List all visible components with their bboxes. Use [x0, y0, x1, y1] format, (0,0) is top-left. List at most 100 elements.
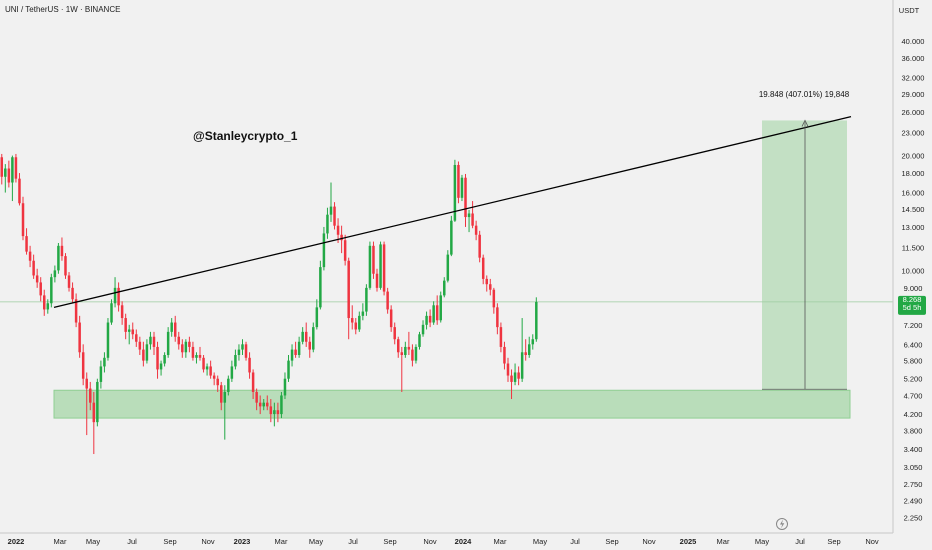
candle-body	[103, 357, 106, 367]
candle-body	[198, 355, 202, 358]
candle	[191, 341, 195, 361]
candle-body	[99, 366, 103, 382]
candle-body	[78, 322, 81, 353]
lightning-icon[interactable]	[776, 518, 788, 530]
candle	[212, 372, 216, 386]
author-watermark: @Stanleycrypto_1	[193, 129, 298, 143]
candle-body	[379, 244, 382, 288]
candle-body	[11, 157, 14, 183]
candle	[237, 344, 241, 361]
price-tick-label: 4.200	[904, 410, 923, 419]
candle	[124, 313, 127, 340]
candle-body	[527, 344, 531, 356]
candle-body	[67, 275, 71, 288]
candle-body	[177, 336, 181, 345]
candle-body	[326, 214, 329, 234]
candle-body	[485, 278, 488, 285]
candle-body	[404, 346, 407, 356]
time-tick-label: Sep	[163, 537, 176, 546]
candle-body	[96, 381, 99, 423]
candle-body	[241, 344, 244, 350]
candle	[152, 331, 156, 356]
price-tick-label: 18.000	[902, 169, 925, 178]
candle-body	[443, 280, 446, 296]
candle-body	[510, 375, 513, 382]
candle-body	[230, 366, 234, 379]
price-tick-label: 2.750	[904, 480, 923, 489]
candle	[216, 375, 219, 392]
price-tick-label: 10.000	[902, 266, 925, 275]
price-axis[interactable]: 40.000 36.000 32.000 29.000 26.000 23.000 20.0…	[902, 37, 925, 523]
candle	[159, 360, 163, 376]
candle-body	[248, 357, 251, 373]
time-tick-label: Nov	[865, 537, 879, 546]
candle	[382, 241, 386, 296]
drawings-layer	[53, 116, 852, 390]
candle	[142, 341, 145, 367]
candle	[156, 341, 159, 379]
candle-body	[312, 327, 315, 350]
candle-body	[496, 307, 499, 328]
candle	[273, 402, 276, 427]
candle	[71, 282, 74, 304]
price-tick-label: 40.000	[902, 37, 925, 46]
candle	[350, 305, 354, 330]
candle-body	[535, 301, 538, 340]
candle	[308, 336, 311, 358]
candle-body	[489, 284, 492, 290]
candle-body	[372, 245, 375, 274]
candle-body	[301, 331, 304, 342]
candle	[266, 395, 269, 411]
candles-layer	[0, 153, 538, 455]
candle	[464, 173, 467, 227]
candle-body	[149, 336, 152, 345]
candle-body	[474, 225, 478, 235]
candle	[177, 331, 181, 350]
candle	[230, 360, 234, 382]
candle-body	[315, 307, 319, 328]
candle	[85, 372, 88, 436]
candle-body	[290, 349, 294, 361]
candle-body	[209, 366, 212, 376]
candle	[343, 234, 347, 266]
candle	[64, 253, 67, 279]
candle-body	[457, 164, 460, 198]
candle-body	[50, 277, 53, 304]
candle-body	[471, 213, 474, 226]
candle	[241, 339, 244, 356]
candle-body	[283, 378, 287, 396]
candle-body	[202, 357, 205, 370]
candle-body	[397, 339, 400, 353]
time-tick-label: Nov	[642, 537, 656, 546]
candle	[499, 322, 503, 353]
candle-body	[138, 341, 142, 350]
candle-body	[89, 388, 92, 403]
time-axis[interactable]: 2022 Mar May Jul Sep Nov 2023 Mar May Jul Sep Nov 20…	[8, 537, 879, 546]
candle-body	[152, 336, 156, 347]
candle	[170, 318, 173, 337]
candle-body	[74, 299, 78, 323]
candle-body	[25, 236, 28, 252]
trendline[interactable]	[53, 116, 852, 308]
candle-body	[333, 206, 336, 226]
candle	[506, 357, 510, 382]
candle	[460, 174, 464, 202]
candle	[283, 372, 287, 400]
candle-body	[329, 206, 333, 215]
candle-body	[276, 410, 280, 415]
candle	[18, 173, 21, 206]
measure-label: 19.848 (407.01%) 19,848	[759, 90, 850, 99]
candle	[0, 153, 4, 185]
candle-body	[106, 322, 110, 358]
last-price-value: 8.268	[903, 295, 922, 304]
candle-body	[244, 344, 248, 358]
candle-body	[46, 303, 50, 310]
candle-body	[227, 378, 230, 392]
candle	[220, 381, 223, 411]
price-tick-label: 23.000	[902, 128, 925, 137]
candle-body	[85, 378, 88, 389]
candle	[78, 315, 81, 358]
time-tick-label: May	[86, 537, 100, 546]
candle	[269, 399, 273, 423]
